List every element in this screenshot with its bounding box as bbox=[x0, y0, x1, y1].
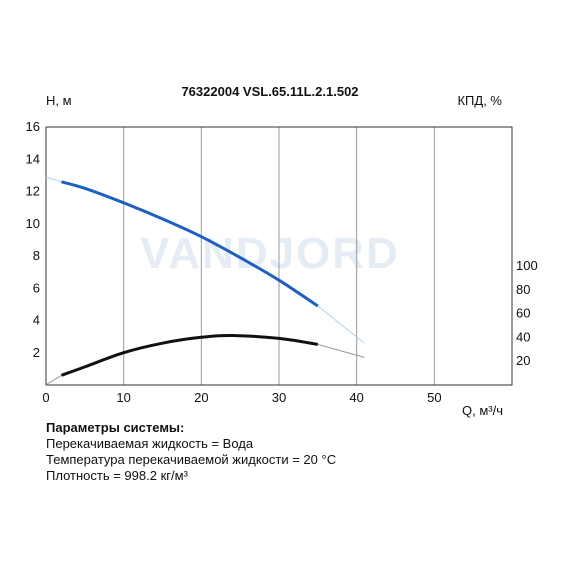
efficiency-curve-extension-end bbox=[317, 343, 365, 358]
head-curve-extension-start bbox=[45, 176, 62, 183]
watermark: VANDJORD bbox=[140, 229, 400, 278]
x-tick-label: 40 bbox=[349, 390, 363, 405]
y-right-tick-label: 80 bbox=[516, 282, 530, 297]
y-left-tick-label: 6 bbox=[33, 280, 40, 295]
x-tick-label: 30 bbox=[272, 390, 286, 405]
x-tick-label: 20 bbox=[194, 390, 208, 405]
y-left-tick-label: 2 bbox=[33, 345, 40, 360]
chart-title: 76322004 VSL.65.11L.2.1.502 bbox=[181, 84, 358, 99]
param-temperature: Температура перекачиваемой жидкости = 20… bbox=[46, 452, 337, 467]
system-parameters: Параметры системы: Перекачиваемая жидкос… bbox=[46, 420, 336, 484]
y-axis-right-label: КПД, % bbox=[457, 93, 502, 108]
param-density: Плотность = 998.2 кг/м³ bbox=[46, 468, 188, 483]
head-curve bbox=[61, 180, 319, 308]
x-axis-label: Q, м³/ч bbox=[462, 403, 503, 418]
y-left-tick-label: 14 bbox=[26, 151, 40, 166]
x-tick-label: 10 bbox=[116, 390, 130, 405]
param-liquid: Перекачиваемая жидкость = Вода bbox=[46, 436, 254, 451]
y-left-tick-label: 10 bbox=[26, 216, 40, 231]
y-right-tick-label: 20 bbox=[516, 353, 530, 368]
x-tick-label: 0 bbox=[42, 390, 49, 405]
y-left-tick-label: 4 bbox=[33, 313, 40, 328]
y-left-tick-label: 12 bbox=[26, 184, 40, 199]
y-left-tick-label: 16 bbox=[26, 119, 40, 134]
head-curve-extension-end bbox=[317, 305, 365, 344]
y-left-tick-label: 8 bbox=[33, 248, 40, 263]
x-tick-label: 50 bbox=[427, 390, 441, 405]
tick-labels: 0 10 20 30 40 50 2 4 6 8 10 12 14 16 20 40 60 80 100 bbox=[26, 119, 538, 405]
y-right-tick-label: 60 bbox=[516, 306, 530, 321]
grid bbox=[123, 127, 435, 385]
y-axis-left-label: H, м bbox=[46, 93, 72, 108]
curves bbox=[45, 176, 365, 386]
y-right-tick-label: 40 bbox=[516, 329, 530, 344]
y-right-tick-label: 100 bbox=[516, 258, 538, 273]
plot-frame bbox=[45, 126, 513, 386]
efficiency-curve bbox=[60, 333, 319, 377]
efficiency-curve-extension-start bbox=[45, 374, 62, 386]
params-heading: Параметры системы: bbox=[46, 420, 185, 435]
